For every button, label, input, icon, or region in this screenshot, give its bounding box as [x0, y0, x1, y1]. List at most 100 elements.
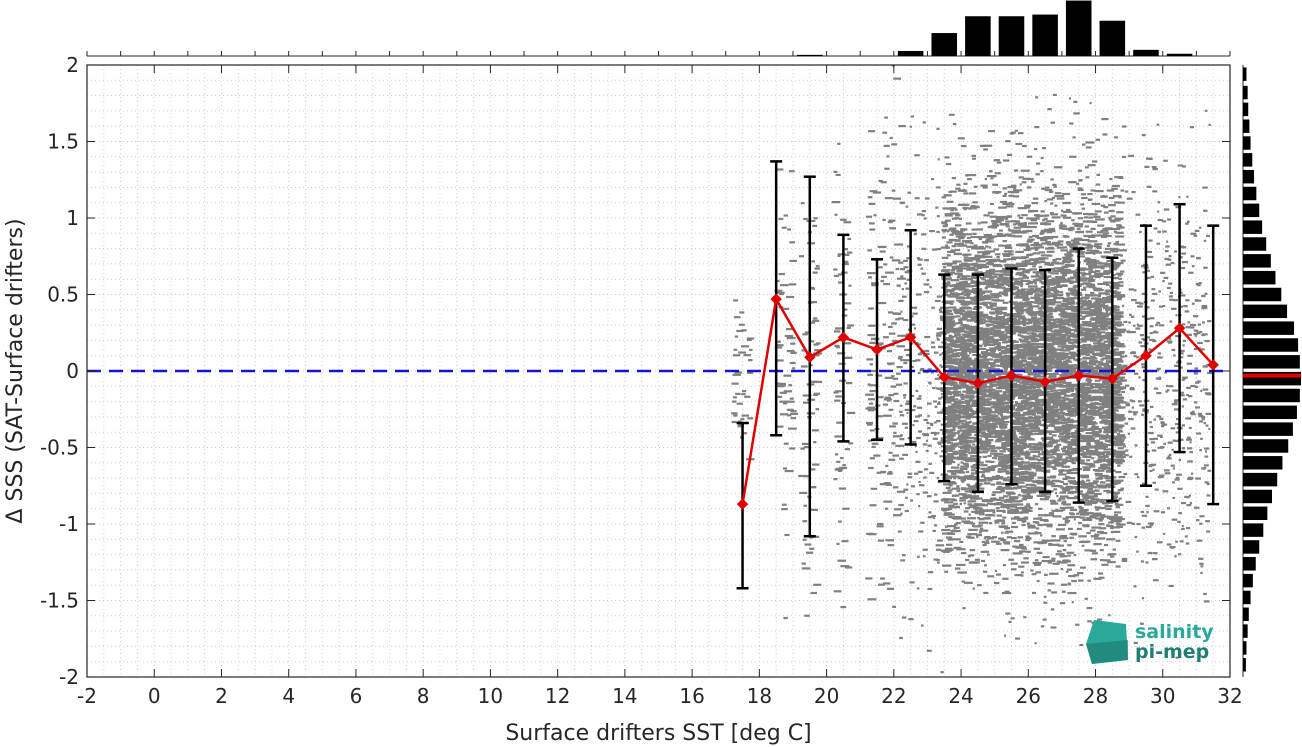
scatter-point: [1063, 440, 1069, 443]
scatter-point: [1000, 415, 1011, 418]
scatter-point: [1035, 443, 1043, 446]
scatter-point: [1038, 313, 1046, 316]
scatter-point: [1088, 371, 1094, 374]
scatter-point: [1014, 229, 1021, 232]
scatter-point: [959, 540, 964, 543]
scatter-point: [949, 470, 959, 473]
scatter-point: [1048, 318, 1057, 321]
scatter-point: [1116, 451, 1125, 454]
scatter-point: [992, 334, 1002, 337]
scatter-point: [968, 289, 976, 293]
scatter-point: [1037, 514, 1048, 517]
scatter-point: [976, 344, 983, 348]
scatter-point: [1019, 388, 1024, 392]
scatter-point: [966, 494, 972, 498]
scatter-point: [1014, 448, 1024, 451]
scatter-point: [1091, 309, 1096, 312]
scatter-point: [1117, 460, 1126, 463]
scatter-point: [1103, 431, 1110, 434]
scatter-point: [1089, 501, 1098, 504]
scatter-point: [1018, 301, 1023, 304]
scatter-point: [975, 293, 984, 296]
scatter-point: [1017, 429, 1023, 433]
scatter-point: [972, 311, 980, 314]
scatter-point: [1062, 503, 1072, 506]
scatter-point: [1052, 269, 1063, 273]
scatter-point: [1062, 388, 1069, 391]
scatter-point: [980, 510, 985, 513]
scatter-point: [976, 438, 982, 441]
scatter-point: [993, 320, 1003, 324]
scatter-point: [1052, 467, 1057, 470]
scatter-point: [1035, 215, 1041, 218]
scatter-point: [1025, 282, 1029, 286]
scatter-point: [1027, 357, 1034, 360]
scatter-point: [1088, 350, 1095, 353]
scatter-point: [1113, 242, 1119, 245]
scatter-point: [974, 256, 980, 259]
scatter-point: [994, 390, 1003, 393]
scatter-point: [1058, 471, 1063, 474]
scatter-point: [955, 286, 966, 290]
scatter-point: [989, 327, 995, 330]
scatter-point: [1085, 246, 1093, 249]
scatter-point: [1004, 527, 1011, 530]
scatter-point: [1022, 496, 1033, 499]
scatter-point: [1104, 440, 1109, 443]
scatter-point: [1113, 516, 1123, 519]
scatter-point: [1101, 405, 1108, 408]
scatter-point: [1011, 505, 1018, 508]
scatter-point: [1098, 429, 1103, 433]
scatter-point: [1113, 311, 1124, 314]
scatter-point: [1030, 569, 1034, 572]
scatter-point: [1004, 233, 1012, 236]
scatter-point: [1113, 396, 1124, 399]
scatter-point: [1015, 230, 1025, 234]
scatter-point: [1084, 549, 1093, 552]
scatter-point: [1052, 384, 1056, 387]
scatter-point: [1030, 397, 1039, 400]
scatter-point: [1104, 195, 1108, 198]
scatter-point: [1050, 213, 1059, 216]
scatter-point: [986, 377, 993, 380]
scatter-point: [1012, 320, 1022, 323]
scatter-point: [1009, 452, 1020, 455]
scatter-point: [1108, 265, 1113, 268]
scatter-point: [974, 484, 980, 487]
scatter-point: [977, 288, 981, 291]
scatter-point: [1057, 435, 1065, 438]
scatter-point: [957, 330, 966, 333]
scatter-point: [947, 525, 957, 528]
scatter-point: [1015, 290, 1020, 294]
scatter-point: [1020, 169, 1030, 172]
scatter-point: [1068, 575, 1076, 578]
scatter-point: [1103, 306, 1108, 310]
scatter-point: [986, 272, 995, 275]
scatter-point: [951, 353, 955, 356]
scatter-point: [964, 441, 972, 444]
scatter-point: [948, 484, 953, 487]
scatter-point: [950, 249, 955, 252]
scatter-point: [968, 488, 977, 491]
scatter-point: [1025, 479, 1033, 482]
scatter-point: [1000, 433, 1009, 436]
scatter-point: [1008, 496, 1018, 499]
scatter-point: [1028, 456, 1032, 459]
scatter-point: [1085, 384, 1090, 387]
scatter-point: [965, 507, 970, 510]
scatter-point: [1020, 331, 1028, 334]
scatter-point: [941, 564, 952, 567]
scatter-point: [966, 285, 974, 288]
scatter-point: [1114, 333, 1119, 336]
scatter-point: [969, 404, 978, 408]
scatter-point: [958, 217, 963, 220]
scatter-point: [1079, 516, 1086, 519]
scatter-point: [972, 307, 980, 311]
scatter-point: [1085, 357, 1091, 360]
scatter-point: [1017, 536, 1024, 539]
scatter-point: [1052, 562, 1060, 565]
scatter-point: [980, 464, 988, 467]
scatter-point: [1027, 524, 1036, 527]
scatter-point: [1050, 235, 1059, 239]
scatter-point: [1098, 363, 1108, 366]
